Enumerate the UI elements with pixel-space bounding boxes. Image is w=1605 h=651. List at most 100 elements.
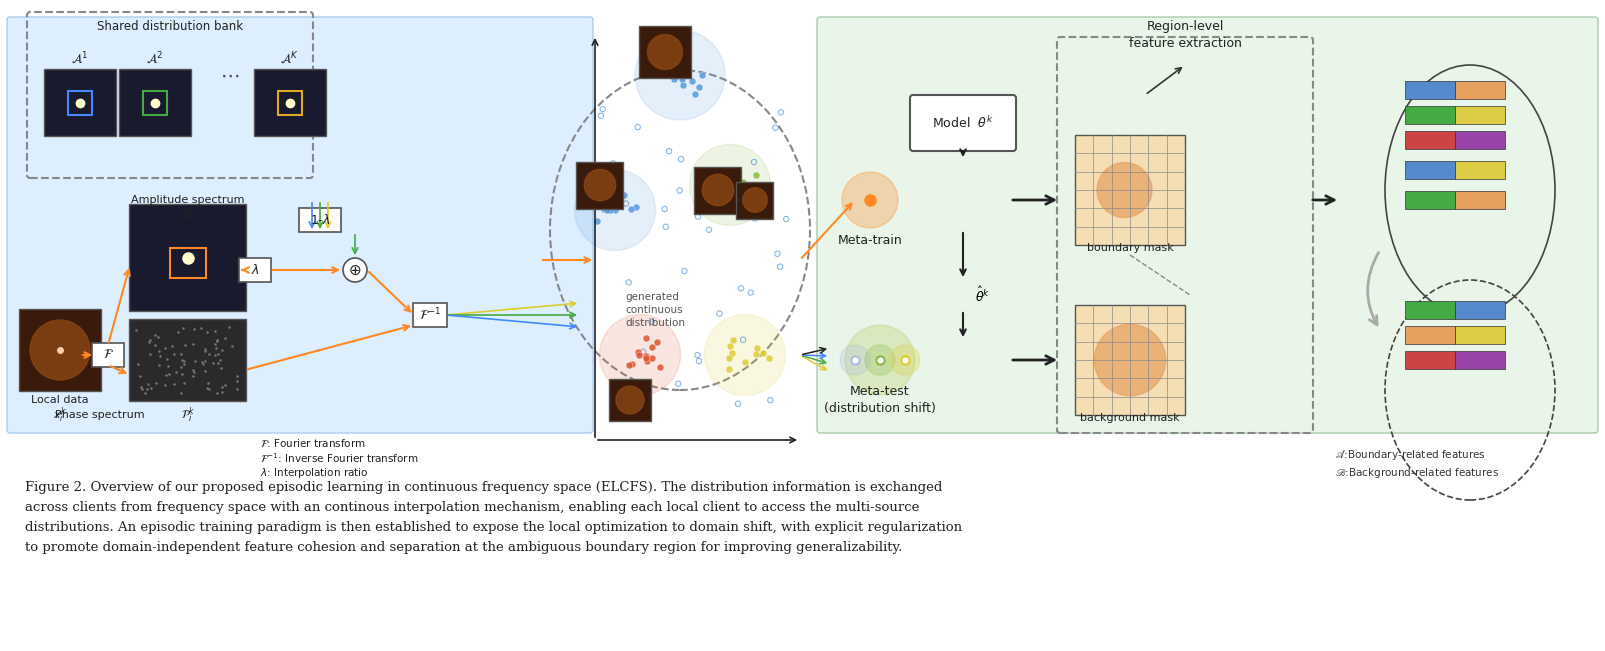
Point [160, 379, 186, 389]
Point [209, 387, 234, 397]
Text: $\mathcal{A}^K$: $\mathcal{A}^K$ [281, 50, 300, 66]
Point [719, 348, 745, 359]
Point [135, 378, 161, 389]
Point [632, 350, 658, 361]
Point [180, 365, 205, 375]
FancyBboxPatch shape [1404, 301, 1454, 319]
Point [727, 283, 753, 294]
FancyBboxPatch shape [910, 95, 1016, 151]
Point [135, 384, 161, 395]
Point [196, 378, 221, 389]
Point [595, 205, 621, 215]
FancyBboxPatch shape [1404, 106, 1454, 124]
FancyBboxPatch shape [254, 69, 326, 136]
FancyBboxPatch shape [1404, 81, 1454, 99]
Text: Local data: Local data [30, 395, 88, 405]
Point [193, 365, 218, 376]
FancyBboxPatch shape [128, 204, 246, 311]
Point [189, 357, 215, 367]
Point [196, 384, 221, 395]
Point [724, 398, 750, 409]
Point [210, 344, 236, 355]
Circle shape [634, 30, 724, 120]
Point [634, 355, 660, 366]
Point [202, 326, 228, 337]
Text: $\mathcal{F}^{-1}$: $\mathcal{F}^{-1}$ [419, 307, 441, 324]
Point [154, 353, 180, 364]
Point [124, 325, 149, 335]
Point [194, 327, 220, 337]
Point [703, 170, 729, 180]
Text: $\mathscr{B}$:Background-related features: $\mathscr{B}$:Background-related feature… [1334, 466, 1497, 480]
Point [146, 359, 172, 370]
Text: $\mathcal{A}^k_i$: $\mathcal{A}^k_i$ [180, 205, 196, 225]
Text: Figure 2. Overview of our proposed episodic learning in continuous frequency spa: Figure 2. Overview of our proposed episo… [26, 482, 942, 495]
Point [756, 353, 782, 363]
Point [629, 347, 655, 357]
Text: $\mathcal{A}^1$: $\mathcal{A}^1$ [71, 50, 88, 66]
Point [172, 378, 197, 388]
Text: Phase spectrum: Phase spectrum [55, 410, 144, 420]
FancyBboxPatch shape [1454, 106, 1504, 124]
Point [664, 379, 690, 389]
Circle shape [30, 320, 90, 380]
FancyBboxPatch shape [1454, 131, 1504, 149]
Point [613, 199, 639, 209]
FancyBboxPatch shape [608, 379, 650, 421]
Text: generated
continuous
distribution: generated continuous distribution [624, 292, 685, 328]
Point [764, 249, 790, 259]
FancyBboxPatch shape [693, 167, 742, 214]
Point [687, 81, 713, 92]
Point [146, 351, 172, 361]
Circle shape [343, 258, 368, 282]
Point [750, 348, 775, 359]
Point [587, 111, 613, 121]
Text: $\mathcal{A}^2$: $\mathcal{A}^2$ [146, 50, 164, 66]
FancyBboxPatch shape [817, 17, 1597, 433]
Text: boundary mask: boundary mask [1087, 243, 1173, 253]
Point [653, 221, 679, 232]
FancyBboxPatch shape [1404, 131, 1454, 149]
Point [624, 122, 650, 132]
Point [639, 342, 664, 352]
Point [193, 355, 218, 366]
Point [194, 383, 220, 393]
Text: $\lambda$: Interpolation ratio: $\lambda$: Interpolation ratio [260, 466, 368, 480]
Point [632, 333, 658, 343]
Point [202, 339, 228, 350]
Point [225, 383, 250, 394]
FancyBboxPatch shape [128, 319, 246, 401]
Point [612, 190, 637, 201]
Point [742, 214, 767, 224]
Point [656, 146, 682, 156]
Point [719, 178, 745, 189]
Point [711, 177, 737, 187]
FancyBboxPatch shape [1454, 161, 1504, 179]
Point [136, 335, 162, 346]
Circle shape [865, 345, 894, 375]
Point [215, 322, 241, 333]
Point [204, 343, 230, 353]
Point [639, 316, 664, 327]
Point [711, 173, 737, 184]
Text: $\mathscr{A}$:Boundary-related features: $\mathscr{A}$:Boundary-related features [1334, 448, 1485, 462]
Point [762, 122, 788, 133]
FancyBboxPatch shape [6, 17, 592, 433]
Bar [143, 91, 167, 115]
Text: $\mathcal{F}^{-1}$: Inverse Fourier transform: $\mathcal{F}^{-1}$: Inverse Fourier tran… [260, 451, 419, 465]
Point [180, 371, 205, 381]
Point [719, 335, 745, 346]
Text: distributions. An episodic training paradigm is then established to expose the l: distributions. An episodic training para… [26, 521, 961, 534]
Point [193, 346, 218, 356]
Point [172, 358, 197, 368]
Point [621, 379, 647, 389]
FancyBboxPatch shape [239, 258, 271, 282]
FancyBboxPatch shape [1454, 351, 1504, 369]
Point [695, 225, 721, 235]
Circle shape [689, 145, 770, 225]
Point [204, 336, 230, 346]
Point [151, 342, 177, 353]
Text: Model  $\theta^k$: Model $\theta^k$ [931, 115, 993, 131]
Point [146, 346, 172, 356]
Circle shape [844, 325, 915, 395]
